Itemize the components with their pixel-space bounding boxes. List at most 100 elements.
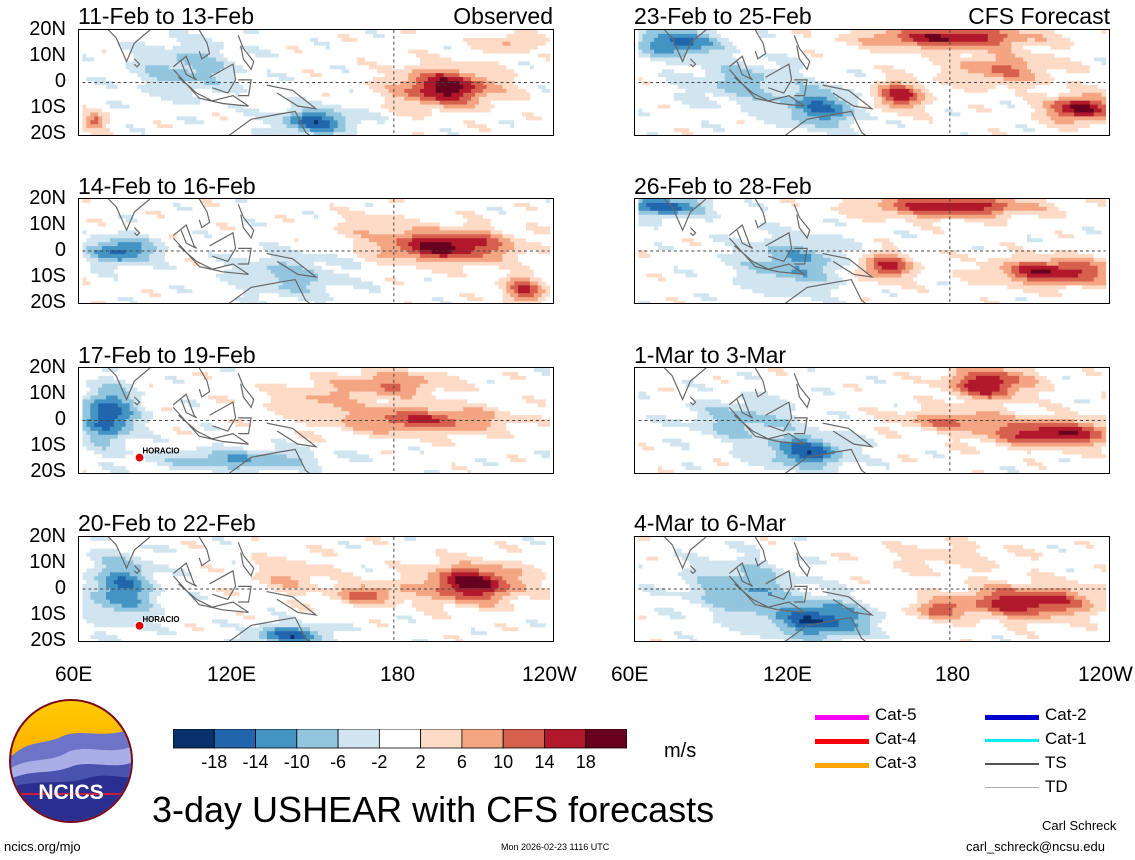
coastline [754, 199, 767, 229]
lat-tick: 10N [6, 214, 66, 234]
colorbar [173, 729, 627, 749]
coastline [237, 373, 255, 409]
lon-tick-60e: 60E [55, 664, 92, 686]
footer-email[interactable]: carl_schreck@ncsu.edu [966, 839, 1105, 854]
coastline [689, 565, 697, 575]
coastline [664, 199, 707, 232]
panel-title-7: 1-Mar to 3-Mar [634, 343, 786, 367]
chart-title: 3-day USHEAR with CFS forecasts [152, 790, 714, 830]
coastline [266, 422, 319, 448]
lon-tick-180-right: 180 [935, 664, 970, 686]
colorbar-tick-label: 2 [401, 752, 441, 772]
lat-tick: 0 [6, 578, 66, 598]
colorbar-swatch [585, 729, 627, 749]
coastline [237, 541, 255, 578]
lon-tick-120w: 120W [522, 664, 577, 686]
lat-tick: 10N [6, 383, 66, 403]
map-panel-3: HORACIO [78, 367, 554, 474]
lon-tick-120e: 120E [207, 664, 256, 686]
coastline [689, 58, 697, 68]
coastline [784, 278, 867, 303]
legend-line-ts [985, 763, 1039, 765]
coastline [133, 58, 141, 68]
colorbar-swatch [378, 729, 422, 749]
coastline [728, 55, 754, 81]
legend-label: TD [1045, 778, 1068, 796]
lat-tick: 20S [6, 123, 66, 143]
lat-tick: 10S [6, 604, 66, 624]
coastline [689, 396, 697, 406]
coastline [209, 569, 237, 601]
map-panel-4: HORACIO [78, 536, 554, 642]
coastline [728, 575, 805, 613]
lat-tick: 20S [6, 630, 66, 650]
map-panel-1 [78, 29, 554, 136]
logo-text: NCICS [38, 781, 103, 804]
lat-tick: 0 [6, 240, 66, 260]
panel-label-observed: Observed [400, 4, 553, 28]
coastline [133, 227, 141, 237]
legend-label: TS [1045, 754, 1067, 772]
legend-label: Cat-4 [875, 730, 917, 748]
map-panel-5 [634, 29, 1110, 136]
footer-author: Carl Schreck [1042, 818, 1116, 833]
storm-label: HORACIO [143, 615, 180, 624]
lat-tick: 20N [6, 19, 66, 39]
panel-title-8: 4-Mar to 6-Mar [634, 511, 786, 535]
colorbar-swatch [461, 729, 504, 749]
colorbar-tick-label: -10 [277, 752, 317, 772]
lat-tick: 10S [6, 97, 66, 117]
colorbar-tick-label: 10 [483, 752, 523, 772]
panel-title-5: 23-Feb to 25-Feb [634, 4, 812, 28]
lon-tick-60e-right: 60E [611, 664, 648, 686]
colorbar-swatch [502, 729, 545, 749]
coastline [822, 591, 875, 616]
colorbar-swatch [420, 729, 463, 749]
coastline [238, 247, 252, 265]
coastline [107, 30, 151, 63]
storm-marker-horacio: HORACIO [134, 447, 180, 463]
coastline [793, 203, 811, 240]
coastline [765, 231, 793, 263]
coastline [107, 368, 151, 401]
lat-tick: 0 [6, 409, 66, 429]
coastline [266, 84, 319, 110]
coastline [689, 227, 697, 237]
coastline [172, 237, 249, 275]
lat-tick: 10N [6, 45, 66, 65]
colorbar-swatch [173, 729, 215, 749]
coastline [228, 110, 311, 135]
coastline [209, 63, 237, 94]
coastline [793, 541, 811, 578]
coastline [663, 368, 707, 401]
ncics-logo: NCICS [9, 699, 133, 823]
legend-line-td [985, 787, 1039, 788]
coastline [754, 30, 767, 60]
coastline [728, 562, 754, 587]
coastline [728, 406, 805, 445]
coastline [765, 569, 793, 601]
coastline [172, 55, 198, 81]
footer-timestamp: Mon 2026-02-23 1116 UTC [501, 842, 609, 852]
coastline [794, 247, 808, 265]
colorbar-tick-label: 6 [442, 752, 482, 772]
coastline [172, 393, 198, 419]
lat-tick: 10S [6, 266, 66, 286]
coastline [237, 35, 255, 71]
coastline [238, 585, 252, 603]
storm-label: HORACIO [142, 447, 179, 456]
colorbar-swatch [213, 729, 256, 749]
map-panel-8 [634, 536, 1110, 642]
lon-tick-180: 180 [380, 664, 415, 686]
colorbar-swatch [296, 729, 339, 749]
coastline [209, 231, 237, 263]
legend-line-cat-4 [815, 739, 869, 744]
colorbar-tick-label: -2 [359, 752, 399, 772]
lat-tick: 10S [6, 435, 66, 455]
map-panel-2 [78, 198, 554, 304]
coastline [198, 537, 211, 567]
footer-url[interactable]: ncics.org/mjo [4, 839, 81, 854]
coastline [784, 616, 867, 641]
coastline [765, 401, 793, 432]
legend-label: Cat-2 [1045, 706, 1087, 724]
